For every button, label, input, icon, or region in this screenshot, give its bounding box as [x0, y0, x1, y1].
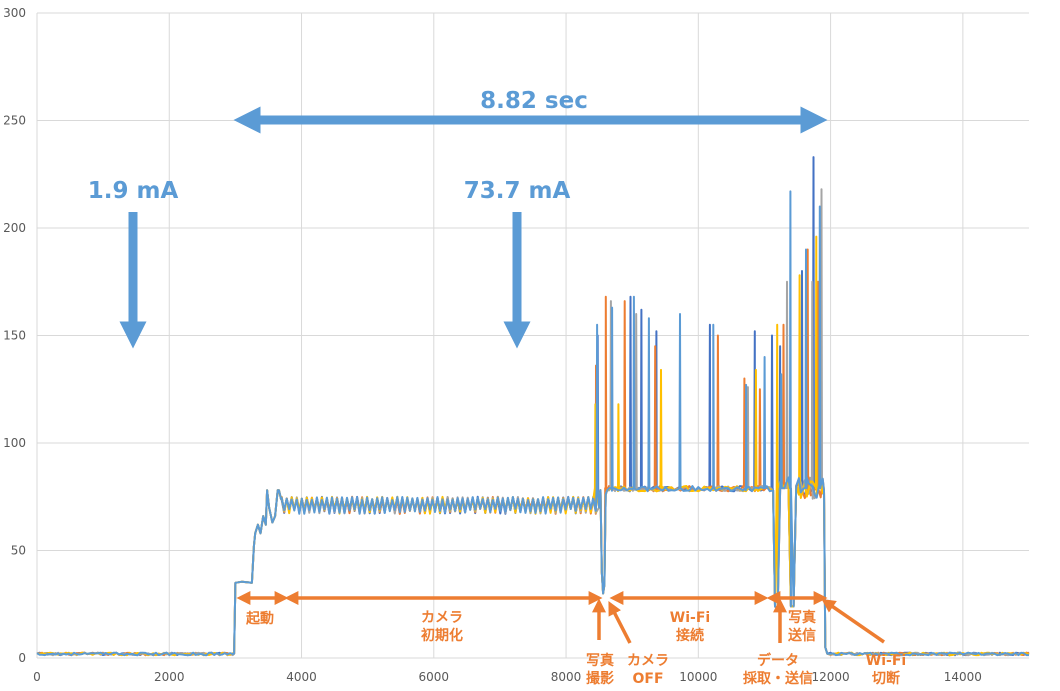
y-tick-label: 200 [3, 221, 26, 235]
x-tick-label: 4000 [286, 670, 317, 684]
phase-label-camera-init-1: カメラ [421, 610, 463, 626]
active-current-annotation: 73.7 mA [464, 178, 571, 349]
y-axis-tick-labels: 0 50 100 150 200 250 300 [3, 6, 26, 665]
phase-label-wifi-connect-1: Wi-Fi [670, 610, 710, 626]
y-tick-label: 100 [3, 436, 26, 450]
phase-labels: 起動 カメラ 初期化 Wi-Fi 接続 写真 送信 写真 撮影 カメラ OFF … [245, 609, 906, 687]
y-tick-label: 150 [3, 329, 26, 343]
phase-label-photo-capture-2: 撮影 [586, 670, 614, 687]
x-tick-label: 10000 [679, 670, 717, 684]
x-tick-label: 12000 [812, 670, 850, 684]
phase-label-photo-capture-1: 写真 [586, 652, 614, 669]
phase-label-wifi-disconnect-2: 切断 [872, 670, 900, 687]
phase-label-data-collect-1: データ [757, 652, 799, 669]
y-tick-label: 250 [3, 114, 26, 128]
x-tick-label: 6000 [419, 670, 450, 684]
series-line-1 [36, 156, 1030, 657]
series-line-2 [36, 248, 1030, 657]
y-tick-label: 50 [11, 544, 26, 558]
series-line-5 [36, 190, 1029, 657]
baseline-current-label: 1.9 mA [88, 178, 179, 204]
x-tick-label: 2000 [154, 670, 185, 684]
phase-label-startup: 起動 [245, 610, 274, 627]
series-line-3 [36, 188, 1030, 657]
series-lines [36, 156, 1030, 657]
baseline-current-annotation: 1.9 mA [88, 178, 179, 349]
phase-label-photo-send-2: 送信 [787, 627, 816, 644]
phase-label-camera-off-1: カメラ [627, 653, 669, 669]
active-current-label: 73.7 mA [464, 178, 571, 204]
phase-arrow-camera-off [608, 601, 632, 644]
x-tick-label: 8000 [551, 670, 582, 684]
duration-annotation: 8.82 sec [233, 88, 828, 134]
phase-arrow-wifi-disconnect [821, 598, 885, 644]
x-axis-tick-labels: 0 2000 4000 6000 8000 10000 12000 14000 [33, 670, 982, 684]
x-tick-label: 0 [33, 670, 41, 684]
series-line-4 [36, 235, 1030, 657]
phase-arrows [236, 591, 885, 644]
phase-label-camera-off-2: OFF [632, 671, 663, 687]
phase-label-photo-send-1: 写真 [788, 609, 816, 626]
phase-label-data-collect-2: 採取・送信 [743, 670, 813, 687]
duration-label: 8.82 sec [480, 88, 588, 114]
phase-label-wifi-connect-2: 接続 [676, 627, 704, 644]
y-tick-label: 300 [3, 6, 26, 20]
x-tick-label: 14000 [944, 670, 982, 684]
phase-label-camera-init-2: 初期化 [421, 627, 463, 644]
phase-label-wifi-disconnect-1: Wi-Fi [866, 653, 906, 669]
y-tick-label: 0 [18, 651, 26, 665]
